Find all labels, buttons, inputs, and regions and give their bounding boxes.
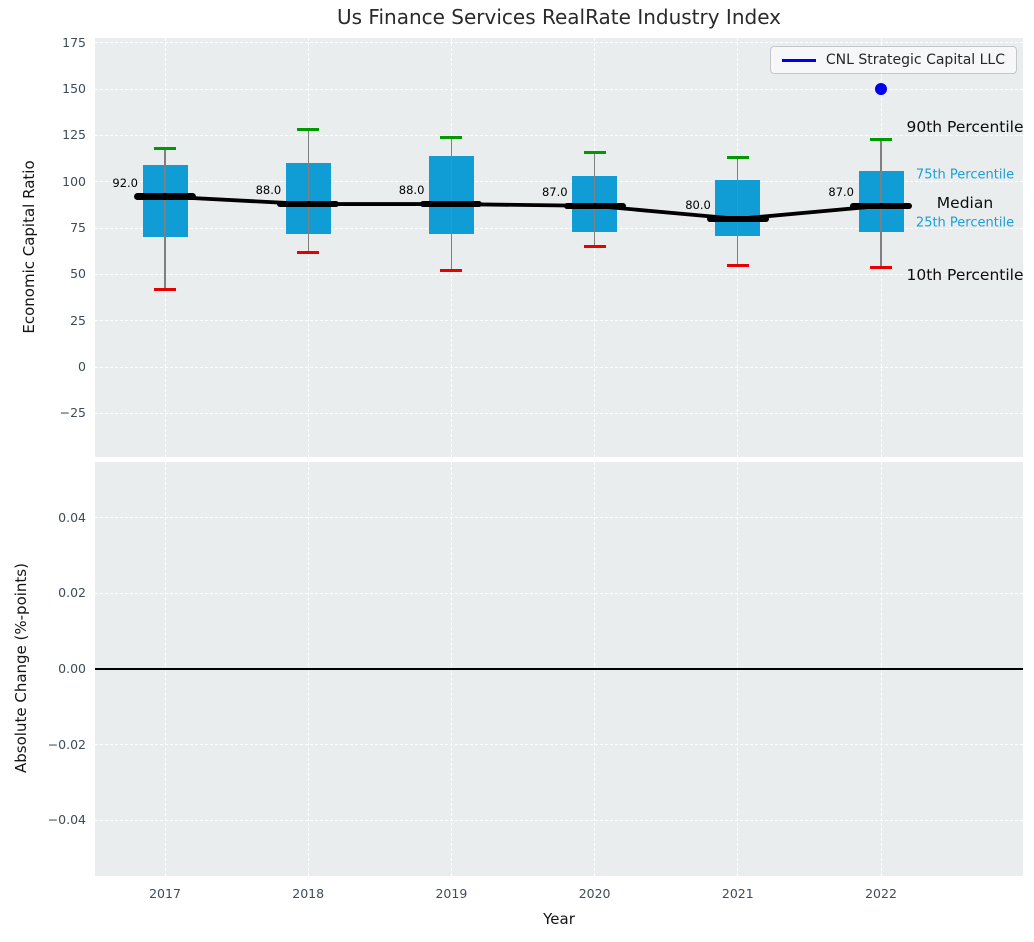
median-value-label-2019: 88.0 xyxy=(398,183,425,198)
annotation-90th-percentile: 90th Percentile xyxy=(906,118,1024,137)
top-plot-area: 92.0 88.0 88.0 87.0 80.0 87.0 xyxy=(95,38,1023,457)
median-value-label-2018: 88.0 xyxy=(255,183,282,198)
annotation-median: Median xyxy=(936,193,994,212)
company-point xyxy=(875,83,887,96)
gridline-horizontal xyxy=(95,134,1023,136)
annotation-10th-percentile: 10th Percentile xyxy=(906,266,1024,285)
x-tick-label: 2021 xyxy=(721,886,754,901)
whisker-cap-low-2020 xyxy=(583,245,606,249)
y-tick-label: −0.02 xyxy=(47,736,86,752)
median-value-label-2020: 87.0 xyxy=(541,184,568,199)
y-tick-label: 0.02 xyxy=(58,585,86,601)
gridline-horizontal xyxy=(95,42,1023,44)
gridline-horizontal xyxy=(95,320,1023,322)
y-tick-label: −0.04 xyxy=(47,812,86,828)
annotation-75th-percentile: 75th Percentile xyxy=(915,167,1015,183)
median-value-label-2022: 87.0 xyxy=(828,184,854,199)
gridline-horizontal xyxy=(95,819,1023,821)
x-tick-label: 2017 xyxy=(149,886,181,901)
x-tick-label: 2020 xyxy=(578,886,611,901)
gridline-horizontal xyxy=(95,744,1023,746)
median-marker-2020 xyxy=(563,202,626,210)
whisker-cap-low-2022 xyxy=(870,265,892,269)
whisker-cap-high-2022 xyxy=(870,137,892,141)
whisker-2018 xyxy=(307,129,309,253)
x-tick-label: 2018 xyxy=(292,886,325,901)
x-axis-label: Year xyxy=(543,910,575,928)
whisker-2017 xyxy=(164,148,166,290)
legend-line-sample xyxy=(781,58,816,62)
y-tick-label: 0 xyxy=(78,359,86,375)
median-value-label-2021: 80.0 xyxy=(685,197,711,212)
median-trend-line xyxy=(163,194,883,221)
whisker-cap-low-2021 xyxy=(726,263,749,267)
y-tick-label: 75 xyxy=(70,220,86,236)
whisker-cap-high-2021 xyxy=(726,156,749,160)
y-tick-label: −25 xyxy=(59,405,86,421)
whisker-cap-low-2018 xyxy=(297,250,320,254)
gridline-horizontal xyxy=(95,592,1023,594)
gridline-horizontal xyxy=(95,517,1023,519)
annotation-25th-percentile: 25th Percentile xyxy=(915,215,1015,231)
whisker-2020 xyxy=(594,152,596,247)
gridline-horizontal xyxy=(95,181,1023,183)
gridline-horizontal xyxy=(95,412,1023,414)
whisker-cap-low-2017 xyxy=(154,287,176,291)
whisker-cap-high-2019 xyxy=(440,135,463,139)
gridline-horizontal xyxy=(95,273,1023,275)
whisker-cap-high-2017 xyxy=(154,146,176,150)
y-tick-label: 175 xyxy=(62,34,86,50)
y-tick-label: 125 xyxy=(62,127,86,143)
whisker-cap-low-2019 xyxy=(440,269,463,273)
y-tick-label: 0.04 xyxy=(58,509,86,525)
whisker-2021 xyxy=(737,157,739,266)
y-tick-label: 50 xyxy=(70,266,86,282)
zero-line xyxy=(95,668,1023,670)
whisker-cap-high-2020 xyxy=(583,150,606,154)
x-tick-label: 2019 xyxy=(435,886,468,901)
median-value-label-2017: 92.0 xyxy=(112,175,138,190)
median-marker-2021 xyxy=(706,215,769,223)
chart-title: Us Finance Services RealRate Industry In… xyxy=(337,5,781,29)
median-marker-2017 xyxy=(134,193,196,200)
gridline-horizontal xyxy=(95,227,1023,229)
y-tick-label: 100 xyxy=(62,173,86,189)
y-tick-label: 0.00 xyxy=(58,661,86,676)
bottom-plot-area xyxy=(95,462,1023,876)
legend: CNL Strategic Capital LLC xyxy=(769,46,1017,74)
y-tick-label: 150 xyxy=(62,81,86,97)
gridline-horizontal xyxy=(95,366,1023,368)
y-tick-label: 25 xyxy=(70,312,86,328)
legend-label: CNL Strategic Capital LLC xyxy=(825,52,1005,68)
median-marker-2022 xyxy=(850,202,912,210)
gridline-horizontal xyxy=(95,88,1023,90)
x-tick-label: 2022 xyxy=(865,886,897,901)
median-marker-2019 xyxy=(420,200,483,208)
whisker-cap-high-2018 xyxy=(297,128,320,132)
median-marker-2018 xyxy=(277,200,340,208)
